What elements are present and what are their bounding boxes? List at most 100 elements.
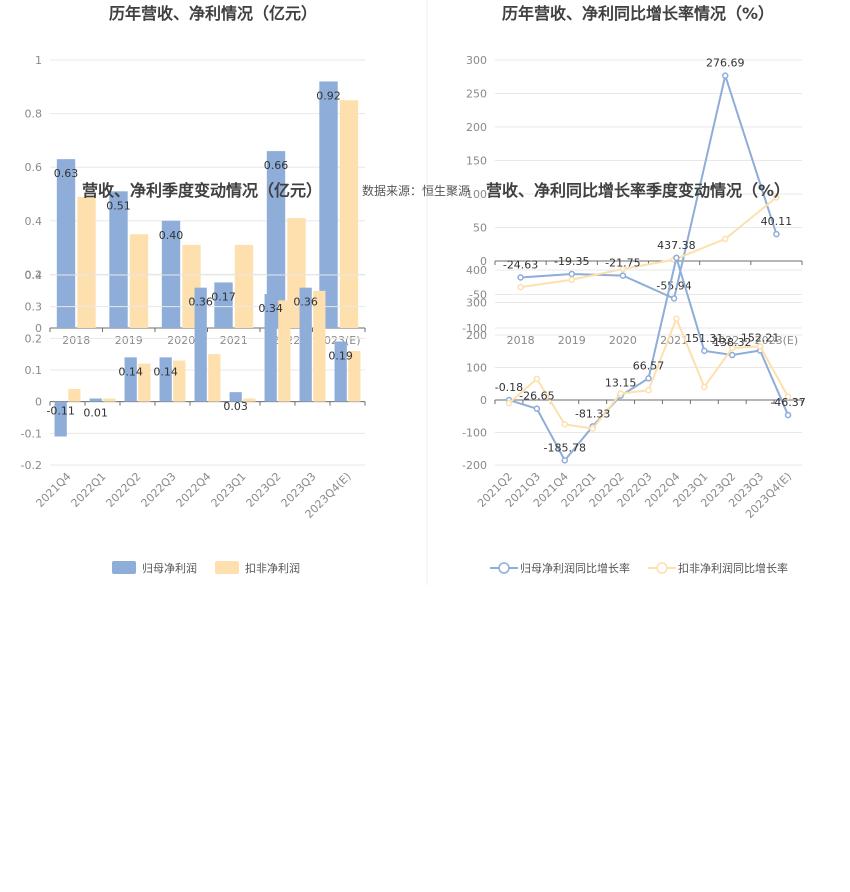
data-label: -81.33: [575, 407, 610, 420]
data-label: 0.36: [188, 296, 213, 309]
bar-net-profit: [299, 287, 312, 402]
bar-net-profit: [54, 401, 67, 437]
y-tick-label: 0.2: [25, 268, 43, 281]
legend-label: 归母净利润: [142, 561, 197, 575]
legend-label: 归母净利润同比增长率: [520, 561, 630, 575]
bar-deducted-profit: [234, 244, 254, 328]
y-tick-label: 0: [480, 255, 487, 268]
bar-net-profit: [124, 357, 137, 402]
y-tick-label: 0.2: [25, 332, 43, 345]
y-tick-label: 0.1: [25, 364, 43, 377]
series-point-1: [561, 421, 569, 428]
bar-deducted-profit: [138, 363, 151, 402]
bar-net-profit: [89, 398, 102, 402]
bar-deducted-profit: [103, 398, 116, 402]
legend-swatch: [112, 561, 136, 574]
bar-deducted-profit: [313, 290, 326, 402]
x-tick-label: 2022Q1: [69, 470, 109, 510]
series-point-1: [673, 315, 680, 322]
bar-net-profit: [214, 282, 233, 328]
x-tick-label: 2023(E): [317, 334, 361, 347]
data-label: 437.38: [657, 239, 696, 252]
y-tick-label: 0: [480, 394, 487, 407]
chart-title: 营收、净利季度变动情况（亿元）: [82, 181, 322, 200]
series-point-0: [619, 272, 627, 279]
series-point-0: [533, 405, 541, 412]
series-point-1: [756, 343, 764, 350]
y-tick-label: 100: [466, 188, 487, 201]
bar-deducted-profit: [129, 234, 149, 328]
x-tick-label: 2021Q4: [34, 470, 74, 510]
x-tick-label: 2019: [558, 334, 586, 347]
bar-deducted-profit: [339, 100, 359, 328]
legend-label: 扣非净利润同比增长率: [678, 561, 788, 575]
x-tick-label: 2022Q4: [174, 470, 214, 510]
data-label: -0.18: [495, 381, 523, 394]
series-point-0: [784, 411, 792, 419]
bar-net-profit: [56, 159, 76, 328]
data-label: 0.19: [328, 350, 353, 363]
legend-swatch: [215, 561, 239, 574]
series-point-1: [517, 283, 524, 291]
x-tick-label: 2023Q2: [244, 470, 284, 510]
bar-net-profit: [194, 287, 207, 402]
data-label: 0.01: [83, 407, 108, 420]
series-point-0: [722, 72, 729, 79]
series-point-0: [773, 230, 780, 238]
series-point-0: [517, 274, 524, 281]
x-tick-label: 2021: [220, 334, 248, 347]
bar-net-profit: [266, 151, 286, 328]
y-tick-label: 0: [35, 396, 42, 409]
data-label: 151.31: [685, 332, 724, 345]
series-point-1: [722, 235, 729, 243]
y-tick-label: 200: [466, 329, 487, 342]
y-tick-label: -0.2: [21, 459, 42, 472]
x-tick-label: 2020: [609, 334, 637, 347]
data-label: 0.66: [264, 159, 289, 172]
data-label: 0.17: [211, 290, 236, 303]
series-point-1: [784, 393, 792, 400]
y-tick-label: -50: [469, 289, 487, 302]
y-tick-label: -200: [462, 459, 487, 472]
x-tick-label: 2020: [167, 334, 195, 347]
series-point-0: [673, 254, 680, 262]
bar-deducted-profit: [77, 196, 96, 328]
x-tick-label: 2022Q2: [104, 470, 144, 510]
y-tick-label: 1: [35, 54, 42, 67]
y-tick-label: -100: [462, 427, 487, 440]
source-note: 数据来源：恒生聚源: [362, 183, 470, 198]
data-label: 40.11: [761, 215, 793, 228]
data-label: -24.63: [503, 259, 538, 272]
x-tick-label: 2023Q1: [209, 470, 249, 510]
y-tick-label: 0.3: [25, 301, 43, 314]
data-label: 0.40: [159, 229, 184, 242]
data-label: -21.75: [605, 257, 640, 270]
bar-net-profit: [264, 294, 277, 402]
x-tick-label: 2018: [62, 334, 90, 347]
data-label: 0.34: [258, 302, 283, 315]
bar-deducted-profit: [208, 354, 221, 402]
series-point-1: [568, 276, 575, 284]
y-tick-label: 300: [466, 297, 487, 310]
bar-deducted-profit: [278, 300, 291, 402]
series-point-0: [561, 457, 569, 464]
y-tick-label: 250: [466, 88, 487, 101]
x-tick-label: 2019: [115, 334, 143, 347]
series-point-0: [568, 270, 575, 278]
data-label: 0.03: [223, 400, 248, 413]
chart-quarterly-growth: 营收、净利同比增长率季度变动情况（%） -200 -100 0 100 200 300 400…: [462, 181, 806, 575]
series-point-0: [670, 295, 678, 302]
legend-marker: [498, 562, 510, 574]
bar-deducted-profit: [68, 389, 81, 402]
chart-title: 历年营收、净利情况（亿元）: [109, 4, 317, 23]
bar-net-profit: [161, 220, 181, 328]
bar-net-profit: [109, 191, 128, 328]
series-point-1: [505, 400, 513, 407]
y-tick-label: -100: [462, 322, 487, 335]
y-tick-label: -0.1: [21, 427, 42, 440]
data-label: 152.21: [741, 332, 780, 345]
series-point-1: [533, 375, 541, 383]
x-tick-label: 2022Q3: [139, 470, 179, 510]
series-point-1: [728, 344, 736, 352]
